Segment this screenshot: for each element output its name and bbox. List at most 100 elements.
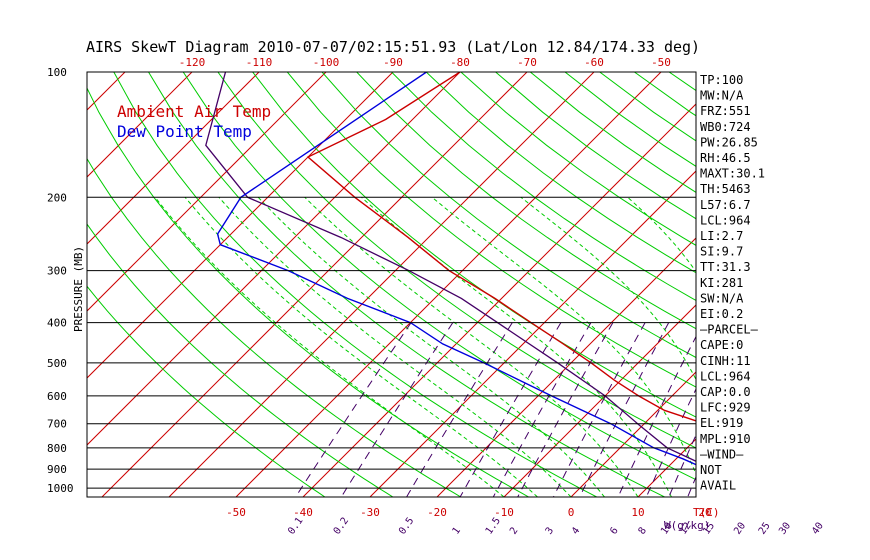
bottom-temp-tick-label: 0 (568, 506, 575, 519)
index-label: TT:31.3 (700, 260, 751, 274)
mixing-ratio-tick-label: 2 (508, 525, 520, 536)
top-temp-tick-label: -100 (313, 56, 340, 69)
top-temp-tick-label: -70 (517, 56, 537, 69)
pressure-tick-label: 900 (47, 463, 67, 476)
mixing-ratio-line (459, 322, 562, 497)
top-temp-tick-label: -110 (246, 56, 273, 69)
bottom-temp-tick-label: -30 (360, 506, 380, 519)
moist-adiabat-line (820, 197, 839, 497)
index-label: LI:2.7 (700, 229, 743, 243)
index-label: EL:919 (700, 416, 743, 430)
dry-adiabat-line (87, 86, 529, 497)
index-label: LCL:964 (700, 369, 751, 383)
index-label: CAP:0.0 (700, 385, 751, 399)
mixing-ratio-line (579, 322, 670, 497)
bottom-temp-tick-label: 10 (631, 506, 644, 519)
index-label: RH:46.5 (700, 151, 751, 165)
isotherm-line (87, 72, 327, 312)
mixing-ratio-line (742, 323, 814, 497)
index-label: –WIND– (700, 447, 744, 461)
moist-adiabat-line (154, 196, 505, 497)
mixing-ratio-line (340, 322, 454, 497)
grid-layer (0, 72, 870, 497)
dry-adiabat-line (286, 72, 696, 388)
mixing-ratio-line (820, 323, 870, 497)
index-label: TP:100 (700, 73, 743, 87)
mixing-ratio-line (492, 322, 592, 497)
moist-adiabat-line (184, 196, 538, 497)
index-label: MPL:910 (700, 432, 751, 446)
index-label: CINH:11 (700, 354, 751, 368)
isotherm-line (302, 103, 696, 497)
dry-adiabat-line (321, 72, 696, 359)
legend: Ambient Air Temp Dew Point Temp (117, 102, 271, 141)
mixing-ratio-line (406, 322, 513, 497)
top-temp-tick-label: -90 (383, 56, 403, 69)
bottom-temp-tick-label: 20 (698, 506, 711, 519)
index-label: PW:26.85 (700, 135, 758, 149)
isotherm-line (772, 72, 870, 497)
mixing-ratio-line (645, 387, 696, 497)
dry-adiabat-line (425, 72, 696, 274)
dry-adiabat-line (739, 72, 870, 497)
mixing-ratio-line (552, 322, 646, 497)
mixing-ratio-tick-label: 4 (570, 525, 582, 536)
pressure-tick-label: 200 (47, 191, 67, 204)
mixing-ratio-tick-label: 0.2 (332, 516, 351, 537)
pressure-tick-label: 400 (47, 317, 67, 330)
index-label: CAPE:0 (700, 338, 743, 352)
pressure-tick-label: 800 (47, 442, 67, 455)
isotherm-line (235, 72, 662, 497)
temperature-profile-line (306, 72, 696, 422)
mixing-ratio-tick-label: 25 (757, 521, 773, 537)
pressure-tick-label: 500 (47, 357, 67, 370)
legend-dew: Dew Point Temp (117, 122, 252, 141)
dry-adiabat-line (148, 72, 665, 497)
isotherm-line (0, 72, 58, 497)
mixing-ratio-tick-label: 3 (544, 525, 556, 536)
parcel-profile-line (205, 72, 696, 462)
index-label: MAXT:30.1 (700, 167, 765, 181)
dry-adiabat-line (356, 72, 696, 330)
plot-frame (86, 71, 697, 498)
pressure-tick-label: 300 (47, 265, 67, 278)
index-label: L57:6.7 (700, 198, 751, 212)
dry-adiabat-line (113, 72, 597, 497)
dry-adiabat-line (252, 72, 696, 418)
dry-adiabat-line (182, 72, 696, 481)
pressure-tick-label: 100 (47, 66, 67, 79)
mixing-ratio-tick-label: 20 (732, 521, 748, 537)
dry-adiabat-line (87, 223, 394, 497)
dry-adiabat-line (460, 72, 696, 246)
mixing-ratio-line (517, 322, 614, 497)
bottom-temp-tick-label: -50 (226, 506, 246, 519)
index-label: SW:N/A (700, 291, 744, 305)
index-label: NOT (700, 463, 722, 477)
mixing-ratio-tick-label: 6 (608, 525, 620, 536)
bottom-temp-tick-label: -40 (293, 506, 313, 519)
index-label: AVAIL (700, 479, 736, 493)
moist-adiabat-line (304, 196, 639, 497)
moist-adiabat-line (361, 196, 672, 497)
dry-adiabat-line (87, 285, 326, 497)
dewpoint-profile-line (216, 72, 696, 466)
moist-adiabat-line (734, 197, 805, 497)
mixing-ratio-line (668, 433, 696, 497)
isotherm-line (436, 237, 696, 497)
top-temp-tick-label: -80 (450, 56, 470, 69)
bottom-temp-tick-label: -10 (494, 506, 514, 519)
chart-title: AIRS SkewT Diagram 2010-07-07/02:15:51.9… (86, 38, 700, 56)
isotherm-line (87, 72, 260, 245)
index-label: WB0:724 (700, 120, 751, 134)
isotherm-line (570, 371, 696, 497)
index-label: KI:281 (700, 276, 743, 290)
mixing-ratio-line (767, 323, 836, 497)
isotherm-line (87, 72, 126, 111)
bottom-temp-tick-label: -20 (427, 506, 447, 519)
y-axis-label: PRESSURE (MB) (72, 246, 85, 332)
moist-adiabat-line (257, 196, 605, 497)
mixing-ratio-tick-label: 30 (777, 521, 793, 537)
dry-adiabat-line (217, 72, 696, 449)
top-temp-tick-label: -60 (584, 56, 604, 69)
